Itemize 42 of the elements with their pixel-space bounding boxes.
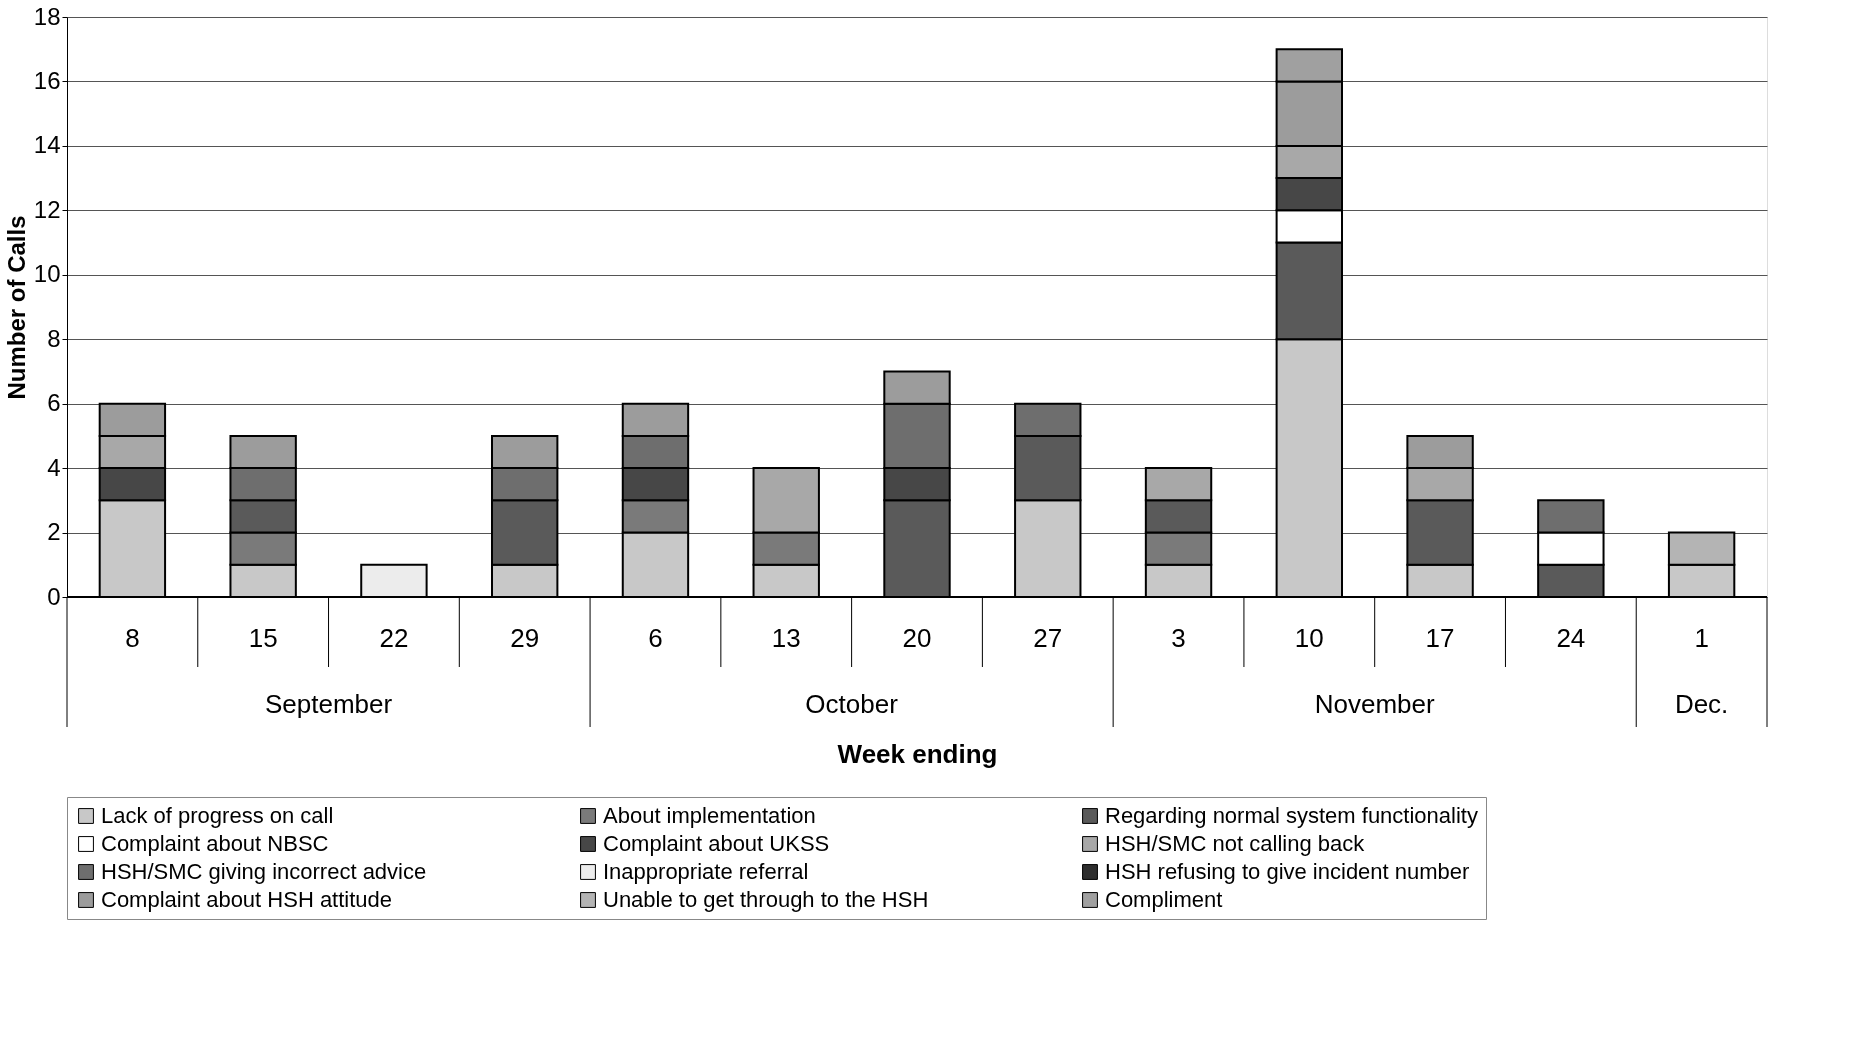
text: November	[1314, 689, 1435, 719]
legend-label: Complaint about NBSC	[101, 831, 329, 856]
x-tick-label: 8	[125, 622, 140, 653]
x-axis-title: Week ending	[837, 738, 998, 769]
legend-label: Lack of progress on call	[101, 803, 334, 828]
y-tick-label: 6	[47, 389, 61, 417]
x-tick-label: 20	[902, 622, 932, 653]
x-tick-label: 13	[771, 622, 801, 653]
legend-label: Compliment	[1105, 887, 1223, 912]
x-tick-label: 22	[379, 622, 409, 653]
legend-label: Inappropriate referral	[603, 859, 809, 884]
y-tick-label: 14	[33, 131, 61, 159]
x-tick-label: 15	[248, 622, 278, 653]
x-tick-label: 10	[1294, 622, 1324, 653]
x-tick-label: 17	[1425, 622, 1455, 653]
y-tick-label: 12	[33, 195, 61, 223]
y-tick-label: 18	[33, 2, 61, 30]
y-tick-label: 0	[47, 582, 61, 610]
legend-label: HSH/SMC giving incorrect advice	[101, 859, 427, 884]
legend-label: Complaint about HSH attitude	[101, 887, 393, 912]
legend-label: Regarding normal system functionality	[1105, 803, 1478, 828]
y-tick-label: 2	[47, 518, 61, 546]
legend-label: HSH/SMC not calling back	[1105, 831, 1366, 856]
y-tick-label: 4	[47, 453, 61, 481]
y-tick-label: 8	[47, 324, 61, 352]
x-tick-label: 27	[1033, 622, 1063, 653]
legend-label: Complaint about UKSS	[603, 831, 830, 856]
x-tick-label: 24	[1556, 622, 1586, 653]
x-tick-label: 6	[648, 622, 663, 653]
x-tick-label: 1	[1694, 622, 1709, 653]
y-tick-label: 16	[33, 66, 61, 94]
legend-label: About implementation	[603, 803, 816, 828]
legend-label: HSH refusing to give incident number	[1105, 859, 1470, 884]
text: Dec.	[1674, 689, 1729, 719]
y-tick-label: 10	[33, 260, 61, 288]
bar	[360, 563, 428, 598]
y-axis-title: Number of Calls	[2, 215, 30, 400]
text: September	[264, 689, 393, 719]
legend-label: Unable to get through to the HSH	[603, 887, 929, 912]
x-tick-label: 29	[510, 622, 540, 653]
x-tick-label: 3	[1171, 622, 1186, 653]
text: October	[805, 689, 899, 719]
